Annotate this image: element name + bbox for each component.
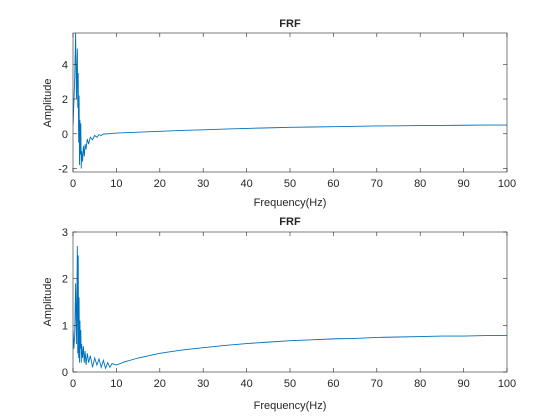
y-tick-label-bottom: 2 xyxy=(62,274,68,286)
series-line-bottom xyxy=(73,245,507,370)
chart-title-bottom: FRF xyxy=(279,216,301,228)
y-tick-label-top: 2 xyxy=(62,94,68,106)
x-tick-label-top: 60 xyxy=(327,178,339,190)
x-axis-label-top: Frequency(Hz) xyxy=(254,197,327,209)
y-tick-label-bottom: 0 xyxy=(62,367,68,379)
x-tick-label-top: 90 xyxy=(457,178,469,190)
x-tick-label-top: 0 xyxy=(70,178,76,190)
x-tick-label-bottom: 90 xyxy=(457,378,469,390)
plot-background-top xyxy=(73,33,507,172)
x-tick-label-top: 30 xyxy=(197,178,209,190)
y-tick-label-bottom: 1 xyxy=(62,320,68,332)
series-line-top xyxy=(73,33,507,169)
y-tick-label-bottom: 3 xyxy=(62,227,68,239)
x-tick-label-bottom: 0 xyxy=(70,378,76,390)
x-tick-label-bottom: 40 xyxy=(240,378,252,390)
plot-background-bottom xyxy=(73,232,507,372)
x-tick-label-bottom: 60 xyxy=(327,378,339,390)
x-tick-label-bottom: 20 xyxy=(154,378,166,390)
x-tick-label-top: 40 xyxy=(240,178,252,190)
x-tick-label-top: 100 xyxy=(498,178,516,190)
x-tick-label-bottom: 10 xyxy=(110,378,122,390)
chart-bottom: 0 10 20 30 40 50 60 70 80 90 100 0 1 2 3 FRF Frequency… xyxy=(42,216,516,412)
y-axis-label-bottom: Amplitude xyxy=(42,278,54,327)
y-axis-label-top: Amplitude xyxy=(42,79,54,128)
x-tick-label-top: 70 xyxy=(371,178,383,190)
x-tick-label-bottom: 80 xyxy=(414,378,426,390)
plot-area-bottom: 0 10 20 30 40 50 60 70 80 90 100 0 1 2 3 xyxy=(62,227,516,390)
x-tick-label-top: 80 xyxy=(414,178,426,190)
x-tick-label-top: 50 xyxy=(284,178,296,190)
x-axis-label-bottom: Frequency(Hz) xyxy=(254,400,327,412)
x-tick-label-top: 20 xyxy=(154,178,166,190)
y-tick-label-top: 4 xyxy=(62,59,68,71)
x-tick-label-bottom: 50 xyxy=(284,378,296,390)
x-tick-label-top: 10 xyxy=(110,178,122,190)
y-tick-label-top: 0 xyxy=(62,129,68,141)
chart-title-top: FRF xyxy=(279,18,301,30)
x-tick-label-bottom: 100 xyxy=(498,378,516,390)
y-tick-label-top: -2 xyxy=(58,164,68,176)
x-tick-label-bottom: 30 xyxy=(197,378,209,390)
x-tick-label-bottom: 70 xyxy=(371,378,383,390)
